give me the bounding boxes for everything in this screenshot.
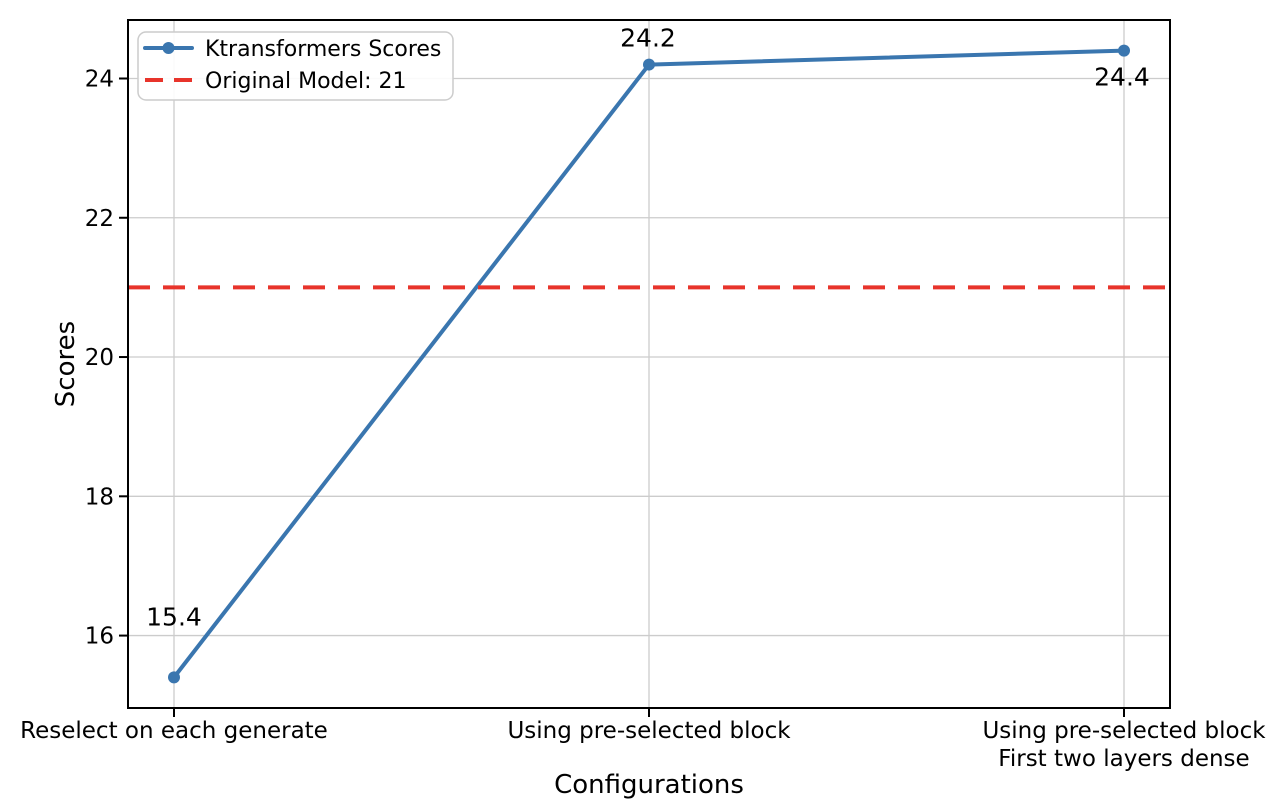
y-axis-label: Scores — [51, 321, 81, 407]
legend-box — [137, 31, 454, 101]
y-tick-label: 16 — [85, 624, 114, 650]
legend-label: Original Model: 21 — [205, 69, 407, 94]
x-tick-label: Using pre-selected block — [507, 718, 791, 744]
data-point-marker — [1118, 44, 1130, 57]
plot-border — [127, 19, 1171, 709]
x-tick-label: Using pre-selected block First two layers… — [982, 718, 1266, 772]
y-tick-label: 18 — [85, 484, 114, 510]
point-annotation: 15.4 — [146, 602, 202, 631]
y-tick-label: 24 — [85, 66, 114, 92]
legend-label: Ktransformers Scores — [205, 37, 441, 62]
x-axis-label: Configurations — [554, 770, 744, 800]
x-tick-label: Reselect on each generate — [20, 718, 328, 744]
y-tick-label: 22 — [85, 206, 114, 232]
legend-marker-sample — [162, 42, 175, 54]
data-point-marker — [643, 58, 655, 71]
data-point-marker — [168, 671, 180, 684]
y-tick-label: 20 — [85, 345, 114, 371]
point-annotation: 24.4 — [1094, 63, 1150, 92]
point-annotation: 24.2 — [620, 24, 676, 53]
